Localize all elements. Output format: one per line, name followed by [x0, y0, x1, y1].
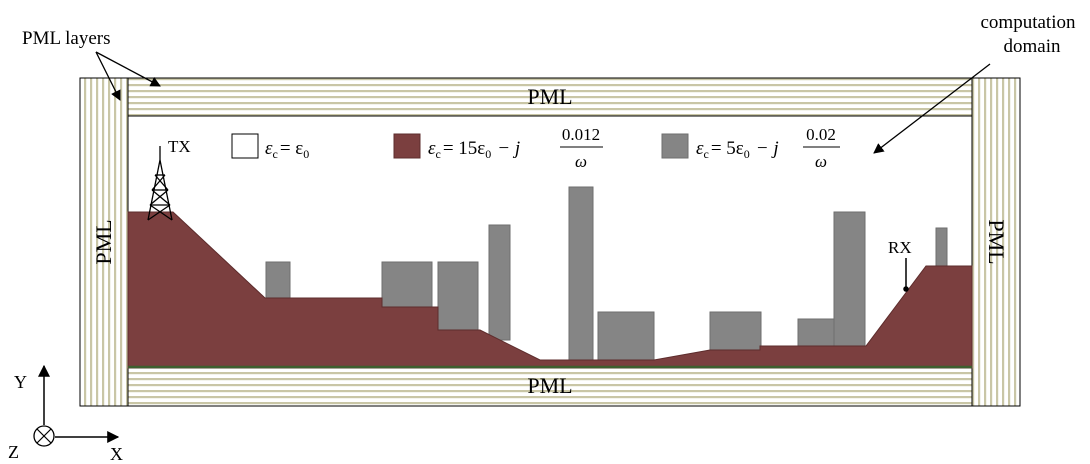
legend-buildings-denominator: ω — [815, 152, 827, 171]
legend-label-free-space: εc = ε0 — [265, 138, 309, 161]
terrain-ground — [127, 211, 973, 369]
pml-layers-arrow — [95, 51, 161, 87]
pml-right-layer — [971, 77, 1021, 407]
tx-label: TX — [168, 137, 191, 156]
pml-layers-label: PML layers — [22, 28, 110, 49]
legend-label-ground: εc = 15ε0− j — [428, 138, 520, 161]
buildings — [265, 186, 948, 364]
legend-buildings-numerator: 0.02 — [806, 125, 836, 144]
legend-swatch-free-space — [231, 133, 259, 159]
building — [709, 311, 762, 353]
legend-label-buildings: εc = 5ε0− j — [696, 138, 779, 161]
computation-label-line1: computation — [981, 12, 1076, 33]
legend-ground-denominator: ω — [575, 152, 587, 171]
x-axis-label: X — [110, 444, 123, 464]
legend-ground-numerator: 0.012 — [562, 125, 600, 144]
pml-left-label: PML — [91, 219, 116, 264]
building — [797, 318, 835, 348]
building — [381, 261, 433, 311]
tx-tower-icon — [147, 146, 173, 221]
pml-layers-arrow — [95, 51, 121, 101]
y-axis-label: Y — [14, 372, 27, 392]
rx-antenna-icon — [903, 258, 909, 292]
pml-bottom-label: PML — [527, 373, 572, 398]
building — [488, 224, 511, 341]
pml-bottom-layer — [79, 367, 1021, 407]
building — [265, 261, 291, 303]
legend-swatch-ground — [393, 133, 421, 159]
rx-label: RX — [888, 238, 912, 257]
coordinate-axes: Y X Z — [8, 364, 123, 464]
z-axis-label: Z — [8, 442, 19, 462]
computation-label-line2: domain — [1004, 36, 1061, 57]
building — [568, 186, 594, 364]
pml-top-layer — [79, 77, 1021, 117]
legend: εc = ε0 εc = 15ε0− j 0.012 ω εc = 5ε0− j 0.… — [231, 125, 840, 171]
building — [437, 261, 479, 333]
building — [833, 211, 866, 347]
pml-top-label: PML — [527, 84, 572, 109]
building — [597, 311, 655, 364]
building — [935, 227, 948, 271]
pml-left-layer — [79, 77, 129, 407]
legend-swatch-buildings — [661, 133, 689, 159]
computation-domain-arrow — [873, 63, 991, 154]
pml-right-label: PML — [984, 219, 1009, 264]
